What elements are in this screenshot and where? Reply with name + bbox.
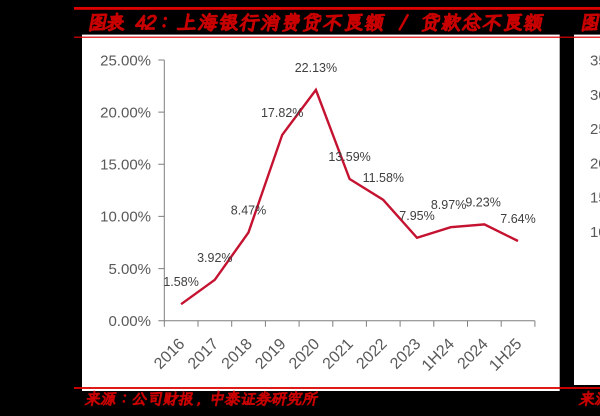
svg-text:10.00%: 10.00% [590,224,600,241]
svg-text:20.00%: 20.00% [100,104,151,121]
svg-text:15.00%: 15.00% [100,157,151,174]
svg-text:3.92%: 3.92% [197,251,232,265]
svg-text:25.00%: 25.00% [590,121,600,138]
svg-text:11.58%: 11.58% [363,171,404,185]
svg-text:25.00%: 25.00% [100,52,151,69]
svg-text:0.00%: 0.00% [108,313,151,330]
svg-text:22.13%: 22.13% [295,61,337,75]
svg-text:8.47%: 8.47% [231,203,266,217]
svg-text:5.00%: 5.00% [108,261,151,278]
svg-text:13.59%: 13.59% [328,150,370,164]
svg-text:7.95%: 7.95% [399,209,434,223]
svg-text:7.64%: 7.64% [500,212,535,226]
svg-text:1.58%: 1.58% [163,275,198,289]
svg-text:17.82%: 17.82% [261,106,303,120]
svg-text:20.00%: 20.00% [590,155,600,172]
svg-text:9.23%: 9.23% [465,195,500,209]
svg-text:30.00%: 30.00% [590,87,600,104]
svg-text:8.97%: 8.97% [431,198,466,212]
svg-text:10.00%: 10.00% [100,209,151,226]
svg-text:15.00%: 15.00% [590,190,600,207]
svg-text:35.00%: 35.00% [590,53,600,70]
